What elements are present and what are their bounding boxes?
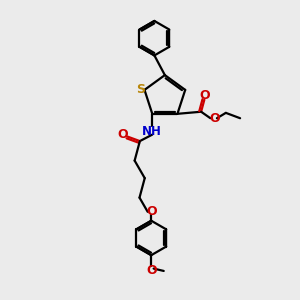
- Text: O: O: [209, 112, 220, 125]
- Text: O: O: [146, 264, 157, 277]
- Text: O: O: [146, 205, 157, 218]
- Text: O: O: [118, 128, 128, 141]
- Text: S: S: [136, 83, 145, 96]
- Text: O: O: [199, 89, 210, 102]
- Text: NH: NH: [142, 125, 162, 138]
